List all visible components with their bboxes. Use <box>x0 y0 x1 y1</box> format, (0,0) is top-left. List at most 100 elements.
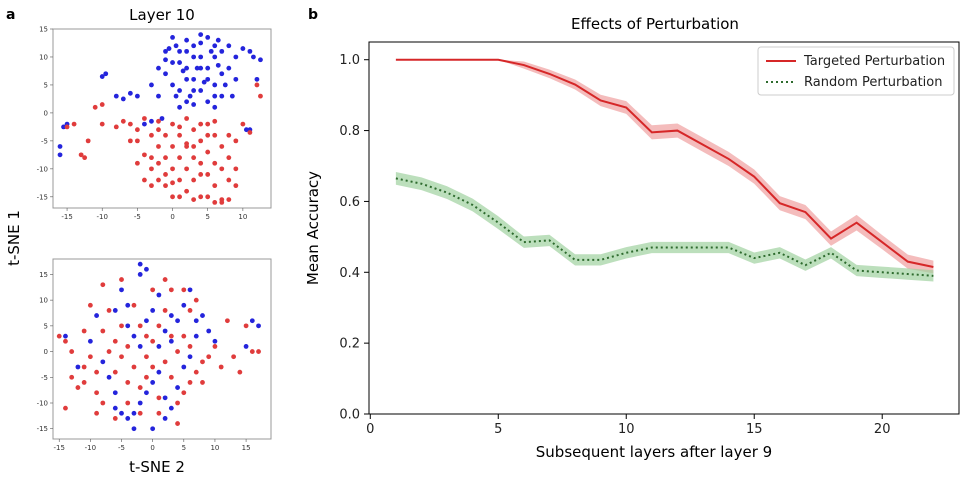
scatter2-point-red <box>168 287 174 293</box>
scatter2-point-blue <box>212 338 218 344</box>
scatter2-point-red <box>181 390 187 396</box>
scatter2-ytick-label: 0 <box>44 348 48 356</box>
scatter1-point-blue <box>61 124 66 130</box>
scatter1-point-red <box>219 166 225 172</box>
scatter2-point-red <box>94 410 99 416</box>
scatter1-point-blue <box>127 90 133 96</box>
scatter1-point-red <box>233 166 239 172</box>
scatter2-point-blue <box>106 374 112 380</box>
scatter1-point-blue <box>205 65 211 71</box>
scatter1-point-blue <box>198 65 204 71</box>
tsne2-label: t-SNE 2 <box>129 458 185 476</box>
scatter1-point-red <box>198 121 204 127</box>
scatter1-xtick-label: -5 <box>134 213 141 221</box>
scatter2-point-red <box>200 359 205 365</box>
scatter1-point-red <box>142 152 147 158</box>
scatter2-point-red <box>193 297 199 303</box>
scatter1-point-red <box>233 183 239 189</box>
scatter1-point-red <box>134 127 140 133</box>
scatter2-point-red <box>56 333 62 339</box>
line-chart-ylabel: Mean Accuracy <box>304 171 322 285</box>
scatter2-point-red <box>69 349 75 354</box>
legend-label-targeted: Targeted Perturbation <box>803 54 945 69</box>
scatter1-point-red <box>212 132 218 138</box>
scatter2-point-blue <box>63 333 68 339</box>
scatter1-point-red <box>64 124 70 130</box>
scatter1-ytick-label: 15 <box>39 26 48 34</box>
scatter1-title: Layer 10 <box>129 6 195 24</box>
scatter1-point-blue <box>180 68 186 74</box>
scatter2-point-blue <box>175 385 180 390</box>
scatter2-point-red <box>119 354 124 360</box>
scatter1-point-blue <box>215 37 221 43</box>
scatter2-point-red <box>112 416 118 421</box>
scatter2-point-red <box>212 344 218 349</box>
scatter1-point-red <box>156 127 161 133</box>
scatter1-point-red <box>170 144 175 149</box>
line-ytick-label: 0.6 <box>339 195 360 210</box>
scatter1-point-blue <box>198 88 204 93</box>
scatter1-point-red <box>226 177 232 183</box>
scatter1-point-red <box>191 127 197 133</box>
scatter2-point-red <box>144 374 149 380</box>
scatter1-point-blue <box>191 54 197 60</box>
scatter1-point-blue <box>173 93 179 99</box>
scatter2-point-blue <box>119 287 124 293</box>
scatter1-point-blue <box>191 88 197 93</box>
scatter1-point-blue <box>226 43 232 49</box>
scatter2-ytick-label: -5 <box>41 374 48 382</box>
scatter1-point-blue <box>226 65 232 71</box>
scatter1-ytick-label: -15 <box>37 193 48 201</box>
scatter2-xtick-label: -10 <box>85 444 96 452</box>
scatter1-point-blue <box>215 62 221 68</box>
scatter1-point-blue <box>156 93 161 99</box>
scatter2-point-red <box>156 323 162 329</box>
scatter1-point-red <box>226 197 232 203</box>
scatter2-point-red <box>156 410 162 416</box>
scatter2-point-blue <box>125 302 131 308</box>
scatter1-xtick-label: 10 <box>238 213 247 221</box>
scatter2-point-red <box>206 354 212 360</box>
scatter1-point-red <box>99 121 105 127</box>
scatter2-point-red <box>237 369 243 375</box>
scatter2-ytick-label: -15 <box>37 425 48 433</box>
scatter1-point-red <box>177 132 182 138</box>
scatter2-point-blue <box>137 272 143 277</box>
scatter1-point-blue <box>120 96 126 102</box>
scatter1-point-blue <box>233 76 239 82</box>
scatter2-point-blue <box>75 364 81 370</box>
line-ytick-label: 0.8 <box>339 124 360 139</box>
scatter1-ytick-label: -10 <box>37 165 48 173</box>
scatter1-point-blue <box>212 93 218 99</box>
scatter1-point-red <box>156 177 161 183</box>
scatter1-point-red <box>170 194 175 200</box>
scatter1-point-red <box>177 177 182 183</box>
scatter2-point-red <box>94 369 99 375</box>
scatter2-point-red <box>137 410 143 416</box>
scatter1-point-red <box>184 166 190 172</box>
scatter1-point-blue <box>222 82 228 88</box>
scatter2-point-red <box>162 277 168 282</box>
scatter1-point-red <box>113 124 119 130</box>
scatter2-point-red <box>112 338 118 344</box>
legend-label-random: Random Perturbation <box>804 75 942 90</box>
band-random <box>395 172 934 282</box>
scatter1-point-red <box>254 82 260 88</box>
legend-box <box>757 46 955 96</box>
scatter1-point-blue <box>113 93 119 99</box>
scatter2-point-blue <box>144 318 149 324</box>
scatter2-point-blue <box>112 308 118 313</box>
scatter1-point-blue <box>208 48 214 54</box>
scatter2-point-blue <box>144 266 149 272</box>
scatter1-point-red <box>156 118 161 124</box>
scatter2-point-blue <box>168 338 174 344</box>
scatter1-point-blue <box>205 34 211 40</box>
scatter1-point-blue <box>149 82 154 88</box>
scatter1-point-blue <box>170 60 175 65</box>
scatter1-point-red <box>85 138 91 144</box>
scatter2-xtick-label: 10 <box>210 444 219 452</box>
scatter1-point-red <box>258 93 263 99</box>
scatter1-point-red <box>127 121 133 127</box>
line-xtick-label: 10 <box>618 422 635 437</box>
scatter1-point-red <box>149 155 154 161</box>
